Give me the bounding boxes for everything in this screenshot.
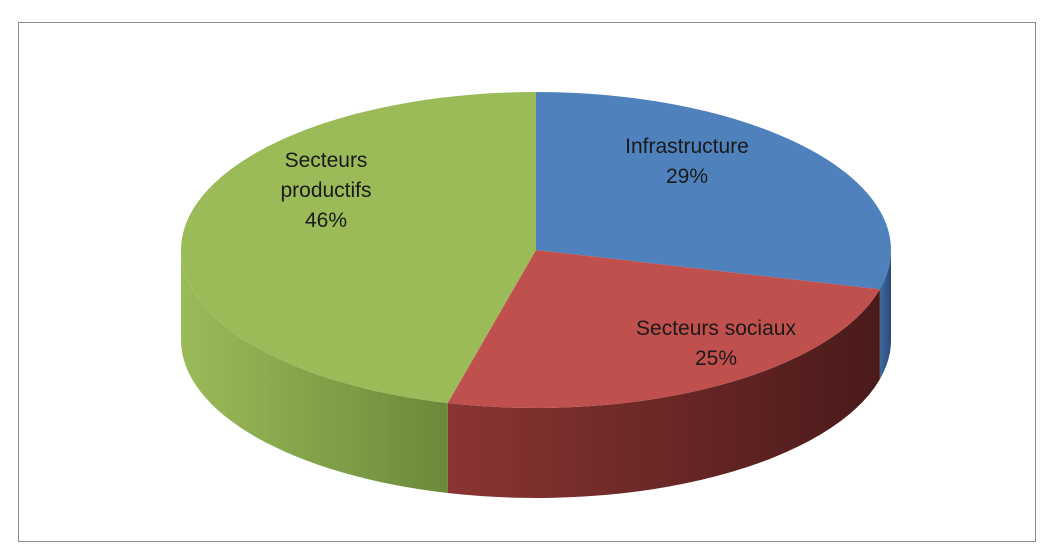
data-label-category: Infrastructure — [625, 135, 749, 158]
data-label-value: 46% — [305, 209, 347, 232]
data-label-category: productifs — [280, 179, 371, 202]
data-label-secteurs-sociaux: Secteurs sociaux 25% — [636, 317, 796, 370]
data-label-secteurs-productifs: Secteurs productifs 46% — [280, 149, 371, 232]
data-label-category: Secteurs sociaux — [636, 317, 796, 340]
data-label-value: 29% — [666, 165, 708, 188]
pie-slice-side-secteurs-productifs — [181, 250, 448, 494]
pie-slice-side-secteurs-sociaux — [447, 289, 880, 498]
data-label-category: Secteurs — [285, 149, 368, 172]
pie-slice-infrastructure — [536, 92, 892, 290]
data-label-infrastructure: Infrastructure 29% — [625, 135, 749, 188]
pie-slice-secteurs-productifs — [181, 92, 536, 404]
pie-slice-secteurs-sociaux — [447, 250, 880, 408]
data-label-value: 25% — [695, 347, 737, 370]
pie-slice-side-infrastructure — [879, 250, 891, 380]
